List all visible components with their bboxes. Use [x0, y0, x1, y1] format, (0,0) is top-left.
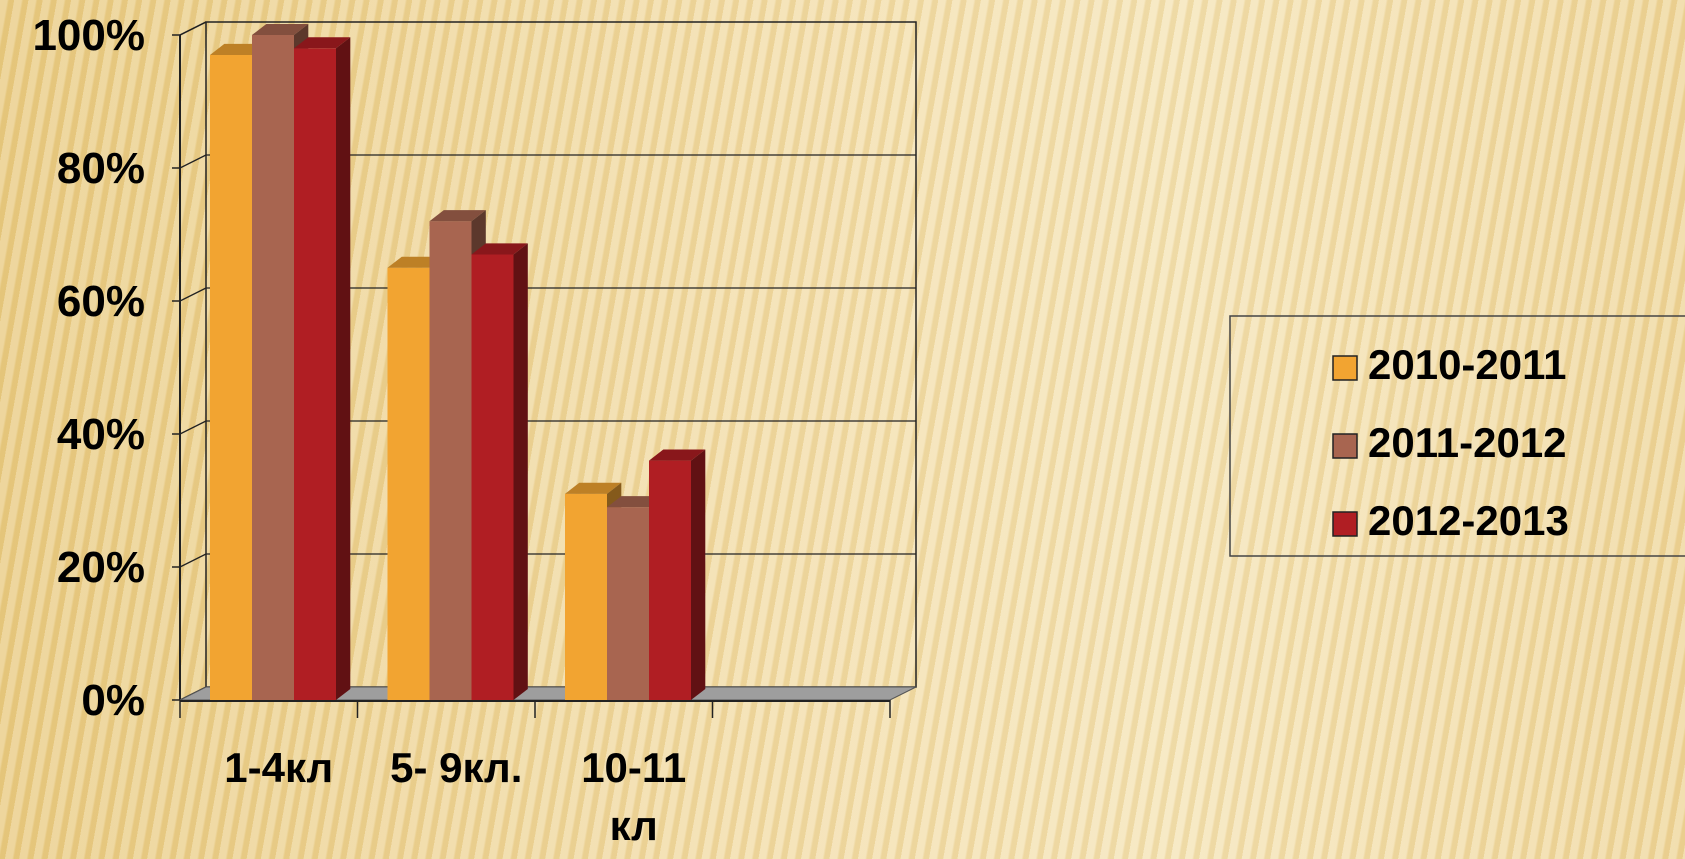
side-wall-gridline: [179, 154, 207, 169]
bar-top: [649, 449, 706, 461]
bar: [210, 54, 252, 700]
bar: [565, 493, 607, 700]
bar-top: [294, 37, 351, 49]
bar: [471, 254, 514, 700]
bar-top: [252, 23, 309, 35]
y-tick-label: 80%: [57, 144, 145, 193]
legend-swatch: [1332, 511, 1358, 537]
legend-label: 2011-2012: [1368, 419, 1567, 466]
bar-top: [471, 243, 528, 255]
side-wall-gridline: [179, 420, 207, 435]
bar: [294, 48, 336, 701]
y-tick-label: 100%: [32, 11, 145, 60]
bar: [607, 507, 649, 700]
x-category-label: 10-11 кл: [581, 744, 686, 849]
bar-side: [336, 37, 351, 700]
side-wall-gridline: [179, 287, 207, 302]
x-category-label: 5- 9кл.: [390, 744, 522, 791]
bar: [649, 460, 691, 700]
y-tick-label: 20%: [57, 543, 145, 592]
bar-top: [429, 210, 486, 222]
bar: [387, 267, 430, 700]
bar: [429, 221, 472, 700]
legend-box: [1229, 315, 1685, 557]
y-tick-label: 60%: [57, 277, 145, 326]
side-wall-gridline: [179, 553, 207, 568]
bar-side: [691, 449, 706, 700]
y-tick-label: 0%: [81, 676, 145, 725]
bar-side: [513, 243, 528, 700]
side-wall-gridline: [179, 21, 207, 36]
x-category-label: 1-4кл: [224, 744, 333, 791]
legend-swatch: [1332, 355, 1358, 381]
y-tick-label: 40%: [57, 410, 145, 459]
bar: [252, 35, 294, 700]
bar-top: [565, 482, 622, 494]
legend-label: 2010-2011: [1368, 341, 1567, 388]
legend-swatch: [1332, 433, 1358, 459]
legend-label: 2012-2013: [1368, 497, 1569, 544]
